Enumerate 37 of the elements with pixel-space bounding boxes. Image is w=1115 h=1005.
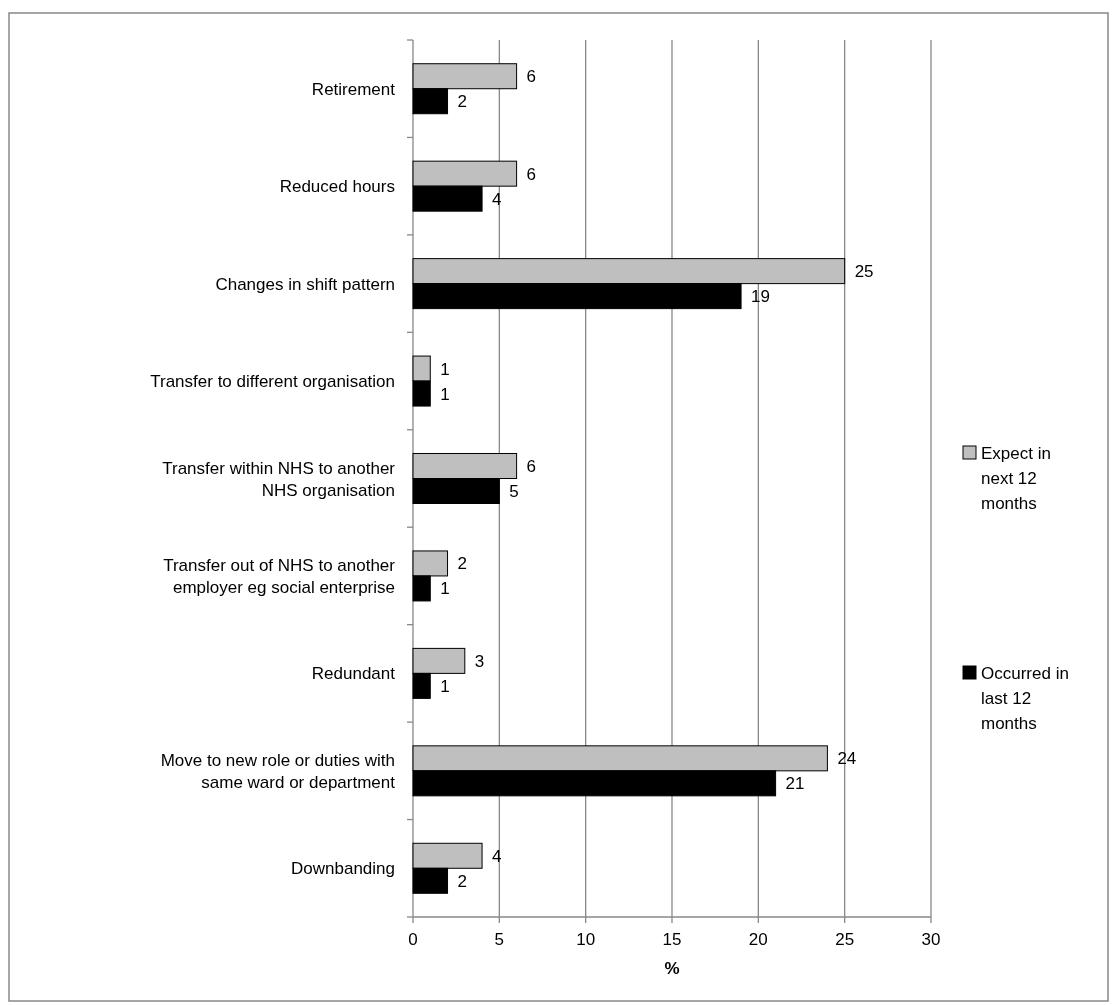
data-label: 25 bbox=[854, 262, 874, 282]
y-tick-label: Transfer out of NHS to another employer eg social enterprise bbox=[163, 555, 396, 597]
data-label: 6 bbox=[526, 67, 537, 87]
data-label: 6 bbox=[526, 164, 537, 184]
data-label: 3 bbox=[474, 651, 485, 671]
y-tick-label: Transfer within NHS to another NHS organisation bbox=[162, 458, 396, 500]
y-tick-label: Reduced hours bbox=[279, 177, 395, 197]
x-tick-label: 30 bbox=[921, 930, 941, 949]
legend-label: Expect in next 12 months bbox=[981, 444, 1051, 513]
data-label: 2 bbox=[457, 871, 467, 891]
data-label: 2 bbox=[457, 92, 467, 112]
data-label: 6 bbox=[526, 457, 537, 476]
x-tick-label: 10 bbox=[576, 930, 596, 949]
x-tick-label: 0 bbox=[408, 930, 418, 949]
data-label: 4 bbox=[492, 189, 502, 209]
x-tick-label: 15 bbox=[662, 930, 682, 949]
x-axis-title: % bbox=[664, 959, 680, 978]
x-tick-label: 20 bbox=[748, 930, 768, 949]
data-label: 4 bbox=[492, 846, 502, 866]
y-tick-label: Redundant bbox=[311, 664, 396, 684]
data-label: 5 bbox=[509, 482, 519, 501]
y-tick-label: Transfer to different organisation bbox=[150, 372, 395, 392]
y-tick-label: Retirement bbox=[311, 79, 396, 99]
data-label: 24 bbox=[837, 749, 857, 769]
data-label: 21 bbox=[785, 774, 805, 794]
data-label: 1 bbox=[440, 676, 450, 696]
data-label: 1 bbox=[440, 359, 450, 379]
y-tick-label: Move to new role or duties with same ward or department bbox=[160, 750, 396, 792]
y-tick-label: Changes in shift pattern bbox=[215, 274, 395, 294]
data-label: 1 bbox=[440, 384, 450, 404]
x-tick-label: 25 bbox=[835, 930, 855, 949]
data-label: 1 bbox=[440, 579, 450, 599]
data-label: 2 bbox=[457, 554, 467, 574]
y-tick-label: Downbanding bbox=[291, 859, 395, 879]
legend-label: Occurred in last 12 months bbox=[981, 664, 1069, 733]
x-tick-label: 5 bbox=[494, 930, 505, 949]
data-label: 19 bbox=[751, 287, 770, 307]
